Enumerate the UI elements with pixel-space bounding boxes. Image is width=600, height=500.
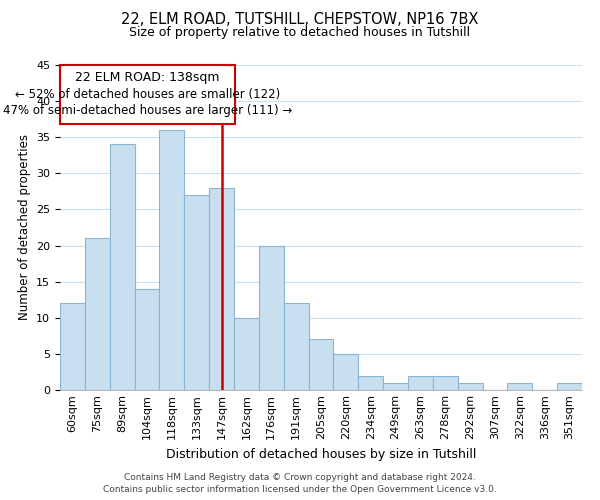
Bar — [433, 376, 458, 390]
Text: Contains HM Land Registry data © Crown copyright and database right 2024.: Contains HM Land Registry data © Crown c… — [124, 474, 476, 482]
Bar — [259, 246, 284, 390]
Bar — [184, 195, 209, 390]
Y-axis label: Number of detached properties: Number of detached properties — [17, 134, 31, 320]
Bar — [234, 318, 259, 390]
Text: 22 ELM ROAD: 138sqm: 22 ELM ROAD: 138sqm — [75, 72, 220, 85]
Bar — [408, 376, 433, 390]
Text: ← 52% of detached houses are smaller (122): ← 52% of detached houses are smaller (12… — [15, 88, 280, 101]
Bar — [383, 383, 408, 390]
Bar — [358, 376, 383, 390]
Text: 47% of semi-detached houses are larger (111) →: 47% of semi-detached houses are larger (… — [3, 104, 292, 117]
Bar — [557, 383, 582, 390]
Bar — [60, 304, 85, 390]
Bar — [458, 383, 482, 390]
Text: Contains public sector information licensed under the Open Government Licence v3: Contains public sector information licen… — [103, 484, 497, 494]
Bar — [85, 238, 110, 390]
Bar — [209, 188, 234, 390]
Bar — [308, 340, 334, 390]
Bar — [334, 354, 358, 390]
X-axis label: Distribution of detached houses by size in Tutshill: Distribution of detached houses by size … — [166, 448, 476, 460]
Bar — [110, 144, 134, 390]
Text: Size of property relative to detached houses in Tutshill: Size of property relative to detached ho… — [130, 26, 470, 39]
Bar — [134, 289, 160, 390]
Bar — [284, 304, 308, 390]
Bar — [508, 383, 532, 390]
FancyBboxPatch shape — [60, 65, 235, 124]
Bar — [160, 130, 184, 390]
Text: 22, ELM ROAD, TUTSHILL, CHEPSTOW, NP16 7BX: 22, ELM ROAD, TUTSHILL, CHEPSTOW, NP16 7… — [121, 12, 479, 28]
